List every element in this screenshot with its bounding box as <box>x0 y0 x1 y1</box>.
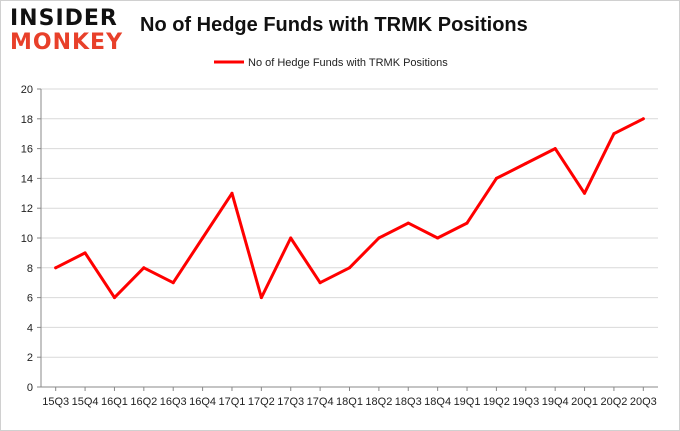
logo-line-2: MONKEY <box>10 30 124 55</box>
data-point <box>318 281 322 285</box>
data-point <box>406 221 410 225</box>
data-point <box>83 251 87 255</box>
y-axis-ticks: 0 2 4 6 8 10 12 14 16 18 20 <box>21 84 41 394</box>
x-tick-label: 18Q4 <box>424 396 451 408</box>
y-tick-label: 14 <box>21 173 33 185</box>
x-tick-label: 20Q1 <box>571 396 598 408</box>
data-point <box>171 281 175 285</box>
y-tick-label: 16 <box>21 144 33 156</box>
insider-monkey-logo: INSIDER MONKEY <box>8 6 128 58</box>
x-tick-label: 16Q3 <box>160 396 187 408</box>
data-point <box>553 147 557 151</box>
x-axis-ticks: 15Q3 15Q4 16Q1 16Q2 16Q3 16Q4 17Q1 17Q2 17Q3 17Q4… <box>42 387 657 408</box>
data-point <box>54 266 58 270</box>
legend: No of Hedge Funds with TRMK Positions <box>214 57 448 69</box>
y-tick-label: 12 <box>21 203 33 215</box>
y-tick-label: 0 <box>27 382 33 394</box>
data-point <box>201 236 205 240</box>
series-lines <box>54 117 645 300</box>
data-point <box>465 221 469 225</box>
x-tick-label: 17Q1 <box>219 396 246 408</box>
data-point <box>494 176 498 180</box>
data-point <box>524 162 528 165</box>
x-tick-label: 18Q1 <box>336 396 363 408</box>
data-point <box>641 117 645 121</box>
y-tick-label: 20 <box>21 84 33 96</box>
x-tick-label: 18Q3 <box>395 396 422 408</box>
x-tick-label: 18Q2 <box>365 396 392 408</box>
x-tick-label: 15Q4 <box>72 396 99 408</box>
data-point <box>112 296 116 300</box>
x-tick-label: 20Q2 <box>600 396 627 408</box>
x-tick-label: 16Q2 <box>130 396 157 408</box>
grid-lines <box>41 88 658 358</box>
data-point <box>348 266 351 270</box>
x-tick-label: 19Q2 <box>483 396 510 408</box>
y-tick-label: 18 <box>21 114 33 126</box>
y-tick-label: 2 <box>27 352 33 364</box>
data-point <box>142 266 146 270</box>
x-tick-label: 17Q4 <box>307 396 334 408</box>
x-tick-label: 17Q2 <box>248 396 275 408</box>
x-tick-label: 17Q3 <box>277 396 304 408</box>
data-point <box>377 236 381 240</box>
data-point <box>612 132 616 136</box>
data-point <box>289 236 293 240</box>
data-point <box>436 236 440 240</box>
chart-title: No of Hedge Funds with TRMK Positions <box>140 14 528 36</box>
x-tick-label: 20Q3 <box>630 396 657 408</box>
x-tick-label: 19Q1 <box>454 396 481 408</box>
data-point <box>230 191 234 195</box>
legend-label: No of Hedge Funds with TRMK Positions <box>248 57 448 69</box>
y-tick-label: 8 <box>27 263 33 275</box>
x-tick-label: 15Q3 <box>42 396 69 408</box>
data-point <box>583 191 587 195</box>
x-tick-label: 19Q4 <box>542 396 569 408</box>
x-tick-label: 16Q1 <box>101 396 128 408</box>
y-tick-label: 10 <box>21 233 33 245</box>
y-tick-label: 6 <box>27 293 33 305</box>
x-tick-label: 16Q4 <box>189 396 216 408</box>
data-point <box>259 296 263 300</box>
x-tick-label: 19Q3 <box>512 396 539 408</box>
logo-line-1: INSIDER <box>10 6 118 31</box>
y-tick-label: 4 <box>27 322 33 334</box>
